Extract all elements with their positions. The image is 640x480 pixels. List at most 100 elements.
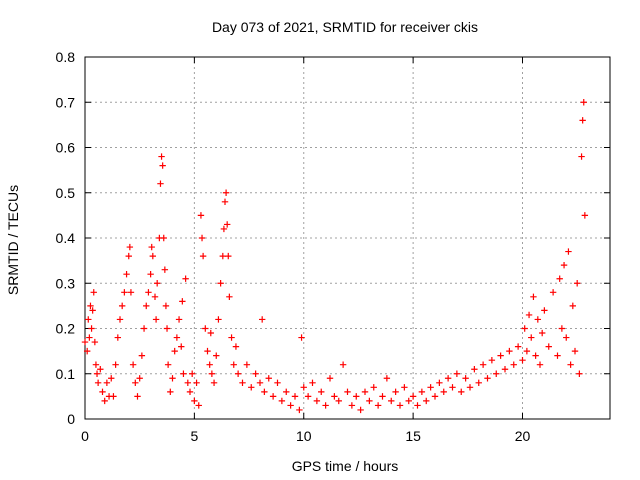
data-point xyxy=(99,388,106,396)
data-point xyxy=(414,402,421,409)
data-point xyxy=(392,388,399,396)
data-point xyxy=(92,361,100,368)
data-point xyxy=(175,316,183,323)
y-axis-label: SRMTID / TECUs xyxy=(5,185,21,295)
data-point xyxy=(291,393,299,400)
x-tick-label: 0 xyxy=(81,428,89,444)
data-point xyxy=(318,388,325,396)
data-point xyxy=(573,280,581,287)
data-point xyxy=(523,347,531,355)
x-tick-label: 20 xyxy=(515,428,531,444)
data-point xyxy=(118,302,126,310)
data-point xyxy=(538,329,546,337)
data-point xyxy=(184,379,192,386)
data-point xyxy=(545,343,552,350)
data-point xyxy=(576,370,583,377)
data-point xyxy=(173,334,181,341)
chart-title: Day 073 of 2021, SRMTID for receiver cki… xyxy=(212,19,478,35)
data-point xyxy=(530,293,537,301)
data-point xyxy=(331,393,338,400)
y-tick-label: 0.3 xyxy=(56,275,76,291)
data-point xyxy=(157,180,164,187)
data-point xyxy=(458,388,465,396)
data-point xyxy=(339,361,347,368)
data-point xyxy=(497,352,504,359)
data-point xyxy=(409,393,417,400)
data-point xyxy=(127,289,135,296)
data-point xyxy=(554,352,561,359)
data-point xyxy=(300,384,307,391)
data-point xyxy=(198,234,206,242)
data-point xyxy=(471,366,478,373)
data-point xyxy=(436,379,443,386)
data-point xyxy=(222,189,230,196)
data-point xyxy=(213,352,220,359)
data-point xyxy=(558,325,566,332)
data-point xyxy=(265,375,272,382)
data-point xyxy=(556,275,563,282)
data-point xyxy=(501,366,509,373)
data-point xyxy=(89,307,96,314)
data-point xyxy=(208,370,216,377)
x-tick-label: 10 xyxy=(296,428,312,444)
data-point xyxy=(357,406,364,414)
data-point xyxy=(191,397,198,405)
data-point xyxy=(81,338,89,346)
data-point xyxy=(510,361,517,368)
data-point xyxy=(91,338,99,346)
data-point xyxy=(565,248,572,255)
data-point xyxy=(534,316,542,323)
data-point xyxy=(449,384,456,391)
data-point xyxy=(484,375,491,382)
data-point xyxy=(83,347,91,355)
data-point xyxy=(204,347,211,355)
data-point xyxy=(129,361,137,368)
data-point xyxy=(466,384,474,391)
data-point xyxy=(132,379,139,386)
data-point xyxy=(532,352,539,359)
data-point xyxy=(219,252,227,260)
y-tick-label: 0.5 xyxy=(56,185,76,201)
data-point xyxy=(383,375,391,382)
data-point xyxy=(217,280,224,287)
data-point xyxy=(274,379,281,386)
data-point xyxy=(180,370,187,377)
data-point xyxy=(304,393,312,400)
data-point xyxy=(528,334,535,341)
data-point xyxy=(116,316,124,323)
data-point xyxy=(163,325,171,332)
data-point xyxy=(206,361,213,368)
data-point xyxy=(147,271,154,278)
data-point xyxy=(560,261,568,269)
data-point xyxy=(182,275,189,282)
data-point xyxy=(353,393,360,400)
data-point xyxy=(94,379,102,386)
data-point xyxy=(269,393,277,400)
data-point xyxy=(313,397,321,405)
data-point xyxy=(287,402,294,409)
data-point xyxy=(252,370,259,377)
data-point xyxy=(136,375,143,382)
data-point xyxy=(121,289,128,296)
data-point xyxy=(326,375,334,382)
y-tick-label: 0 xyxy=(67,411,75,427)
y-tick-label: 0.8 xyxy=(56,49,76,65)
data-point xyxy=(103,379,111,386)
data-point xyxy=(335,397,342,405)
data-point xyxy=(239,379,246,386)
x-tick-label: 5 xyxy=(190,428,198,444)
data-point xyxy=(148,243,155,251)
data-point xyxy=(374,402,382,409)
data-point xyxy=(114,334,122,341)
data-point xyxy=(462,375,469,382)
y-tick-label: 0.1 xyxy=(56,366,76,382)
data-point xyxy=(169,375,176,382)
y-tick-label: 0.6 xyxy=(56,140,76,156)
data-point xyxy=(225,252,232,260)
data-point xyxy=(188,370,196,377)
data-point xyxy=(243,361,251,368)
data-point xyxy=(171,347,178,355)
data-point xyxy=(370,384,377,391)
data-point xyxy=(167,388,174,396)
